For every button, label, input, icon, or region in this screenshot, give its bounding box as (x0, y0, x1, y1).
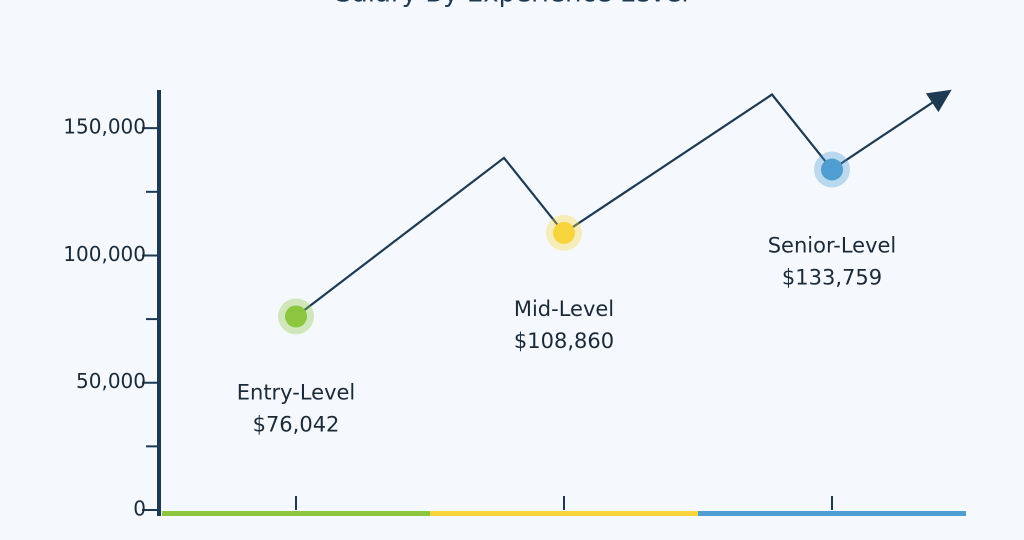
y-tick-label: 100,000 (63, 242, 146, 266)
value-label: $108,860 (514, 329, 614, 353)
category-label: Senior-Level (768, 234, 897, 258)
x-band (430, 511, 698, 516)
y-tick-label: 50,000 (76, 369, 146, 393)
x-band (162, 511, 430, 516)
y-tick-label: 150,000 (63, 115, 146, 139)
category-label: Entry-Level (237, 380, 356, 404)
point (553, 221, 575, 244)
category-label: Mid-Level (514, 297, 614, 321)
value-label: $133,759 (782, 266, 882, 290)
trend-line (295, 93, 941, 318)
x-band (698, 511, 966, 516)
value-label: $76,042 (253, 412, 340, 436)
y-tick-label: 0 (133, 497, 146, 521)
point (285, 305, 307, 328)
point (821, 158, 843, 181)
chart-title: Salary By Experience Level (335, 0, 688, 9)
arrow-head (925, 89, 952, 113)
